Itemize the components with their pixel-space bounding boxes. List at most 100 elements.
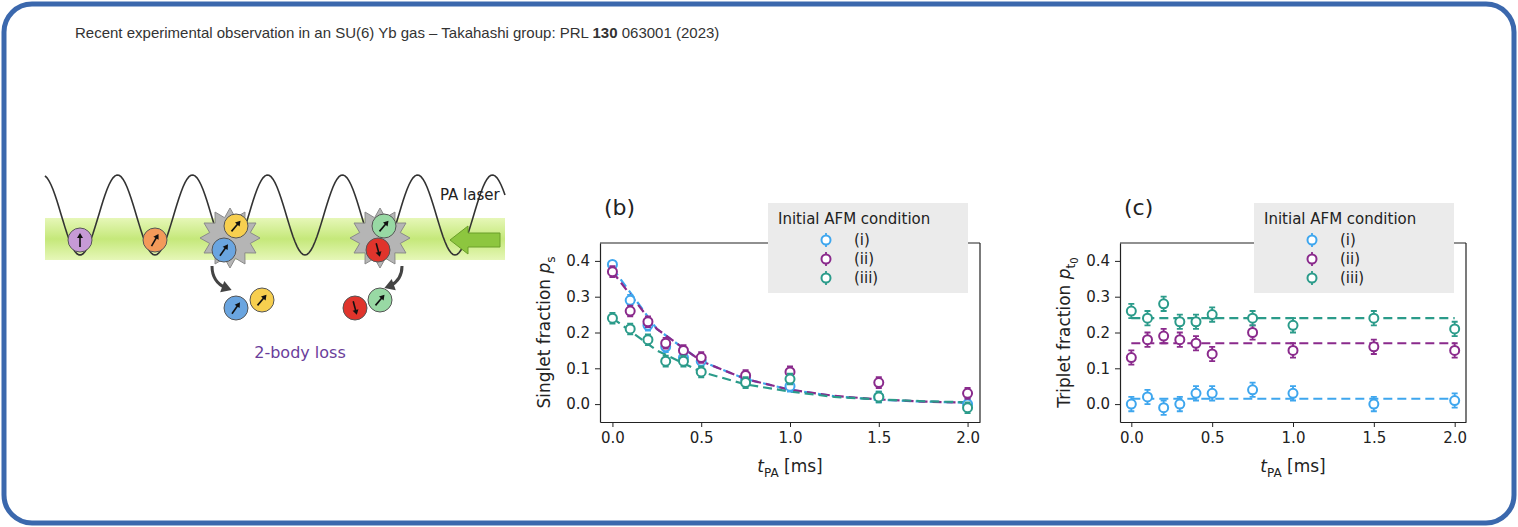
y-tick: 0.1 (566, 360, 600, 378)
data-point (1143, 335, 1152, 344)
y-tick-mark (1115, 368, 1120, 369)
x-tick-label: 1.0 (1282, 429, 1306, 447)
y-tick: 0.0 (566, 395, 600, 413)
data-point (1450, 346, 1459, 355)
data-point (874, 378, 883, 387)
atom-body (366, 238, 390, 262)
x-tick-mark (1212, 422, 1213, 427)
axis-title-part: Singlet fraction (534, 274, 554, 409)
laser-band (45, 218, 505, 260)
spin-arrow-head (261, 295, 267, 301)
diagram: PA laser2-body loss (45, 175, 505, 362)
chart-panel: 0.00.51.01.52.00.00.10.20.30.4tPA [ms]Si… (534, 195, 981, 480)
y-tick-mark (1115, 297, 1120, 298)
y-tick-mark (595, 297, 600, 298)
y-axis-title: Singlet fraction ps (534, 256, 558, 408)
axis-title-part: s (544, 256, 558, 262)
y-tick-label: 0.4 (1086, 252, 1110, 270)
atom-body (368, 288, 392, 312)
y-tick: 0.3 (566, 288, 600, 306)
data-point (1175, 400, 1184, 409)
data-point (1127, 307, 1136, 316)
y-tick-label: 0.0 (566, 395, 590, 413)
legend: Initial AFM condition(i)(ii)(iii) (1254, 203, 1454, 293)
data-point (1191, 389, 1200, 398)
data-point (679, 346, 688, 355)
atom (343, 296, 367, 320)
atom-body (143, 228, 167, 252)
data-point (1127, 353, 1136, 362)
x-tick-label: 1.5 (1362, 429, 1386, 447)
frame-right (979, 243, 980, 422)
atom (368, 288, 392, 312)
atom-body (250, 288, 274, 312)
y-tick-label: 0.1 (1086, 360, 1110, 378)
data-point (643, 335, 652, 344)
collision-burst (350, 208, 410, 268)
y-tick-label: 0.0 (1086, 395, 1110, 413)
x-tick-mark (1374, 422, 1375, 427)
data-point (1450, 396, 1459, 405)
y-tick-label: 0.2 (566, 324, 590, 342)
data-point (1450, 324, 1459, 333)
data-point (1143, 392, 1152, 401)
lattice-potential (45, 175, 505, 255)
x-tick-mark (968, 422, 969, 427)
y-tick-label: 0.4 (566, 252, 590, 270)
x-axis-title: tPA [ms] (757, 456, 822, 480)
x-tick: 0.5 (690, 422, 714, 447)
data-point (1289, 321, 1298, 330)
spin-arrow-head (353, 309, 359, 315)
data-point (661, 339, 670, 348)
x-tick-mark (1455, 422, 1456, 427)
x-tick-label: 2.0 (956, 429, 980, 447)
data-point (874, 392, 883, 401)
data-point (1208, 349, 1217, 358)
y-tick-mark (1115, 404, 1120, 405)
x-tick-label: 0.5 (1201, 429, 1225, 447)
header-part: 063001 (2023) (618, 24, 720, 41)
atom (224, 296, 248, 320)
data-point (1143, 314, 1152, 323)
spin-arrow-head (376, 251, 382, 257)
data-point (1248, 314, 1257, 323)
header-part: 130 (593, 24, 618, 41)
data-point (1159, 332, 1168, 341)
header: Recent experimental observation in an SU… (75, 24, 719, 41)
x-tick-label: 0.5 (690, 429, 714, 447)
x-tick-mark (1131, 422, 1132, 427)
axis-title-part: [ms] (1282, 456, 1326, 476)
y-tick-mark (1115, 333, 1120, 334)
axis-title-part: PA (1267, 466, 1282, 480)
x-tick-label: 2.0 (1443, 429, 1467, 447)
x-tick: 1.5 (1362, 422, 1386, 447)
x-tick-mark (790, 422, 791, 427)
header-part: Recent experimental observation in an SU… (75, 24, 593, 41)
x-tick: 1.0 (1282, 422, 1306, 447)
y-tick: 0.1 (1086, 360, 1120, 378)
spin-arrow-head (235, 302, 240, 308)
collision-burst (200, 208, 260, 268)
y-tick: 0.2 (566, 324, 600, 342)
x-tick-label: 0.0 (601, 429, 625, 447)
legend-marker (822, 255, 831, 264)
fit-line (612, 318, 967, 402)
legend-box (1254, 203, 1454, 293)
atom-body (224, 296, 248, 320)
x-tick: 2.0 (956, 422, 980, 447)
data-point (626, 307, 635, 316)
data-point (697, 353, 706, 362)
data-point (1191, 317, 1200, 326)
laser-arrow (450, 226, 500, 254)
plot-marks (1127, 297, 1459, 415)
panel-label: (c) (1124, 195, 1153, 220)
data-point (1369, 400, 1378, 409)
legend-marker (1308, 236, 1317, 245)
legend-content: Initial AFM condition(i)(ii)(iii) (778, 210, 930, 287)
atom (372, 214, 396, 238)
y-tick-label: 0.3 (566, 288, 590, 306)
x-tick-label: 1.0 (779, 429, 803, 447)
x-tick-mark (1293, 422, 1294, 427)
x-tick: 0.5 (1201, 422, 1225, 447)
spin-arrow-head (153, 234, 158, 240)
